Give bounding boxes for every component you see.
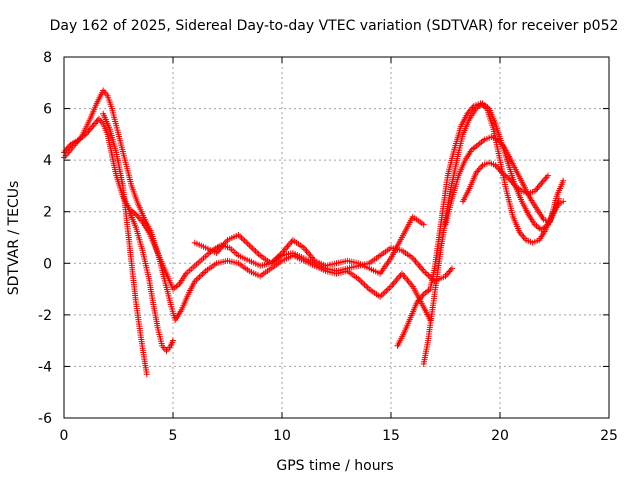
y-tick-label: 0	[43, 256, 52, 272]
y-tick-label: 2	[43, 205, 52, 221]
x-tick-label: 10	[273, 428, 291, 444]
data-point	[201, 269, 208, 276]
x-tick-label: 20	[491, 428, 509, 444]
data-point	[449, 265, 455, 272]
data-markers	[61, 87, 567, 378]
y-tick-label: 4	[43, 153, 52, 169]
data-point	[545, 172, 551, 179]
data-point	[241, 237, 248, 244]
y-axis-label: SDTVAR / TECUs	[6, 181, 22, 296]
y-tick-label: -2	[38, 308, 52, 324]
chart-title: Day 162 of 2025, Sidereal Day-to-day VTE…	[50, 18, 619, 34]
x-axis-label: GPS time / hours	[276, 458, 393, 474]
data-point	[422, 269, 429, 276]
y-tick-label: 6	[43, 102, 52, 118]
axis-ticks	[63, 56, 610, 419]
data-point	[170, 337, 176, 344]
data-point	[381, 289, 388, 296]
y-tick-label: 8	[43, 50, 52, 66]
data-point	[247, 243, 254, 250]
data-point	[560, 177, 567, 184]
tick-labels: 0 5 10 15 20 25 -6 -4 -2 0 2 4 6 8	[38, 50, 618, 444]
data-point	[243, 239, 250, 246]
data-point	[560, 198, 567, 205]
data-point	[543, 174, 550, 181]
x-tick-label: 25	[600, 428, 618, 444]
x-tick-label: 5	[169, 428, 178, 444]
data-point	[420, 221, 427, 228]
data-point	[143, 371, 150, 378]
x-tick-label: 15	[382, 428, 400, 444]
y-tick-label: -4	[38, 359, 52, 375]
x-tick-label: 0	[60, 428, 69, 444]
y-tick-label: -6	[38, 411, 52, 427]
plot-frame	[63, 56, 610, 419]
